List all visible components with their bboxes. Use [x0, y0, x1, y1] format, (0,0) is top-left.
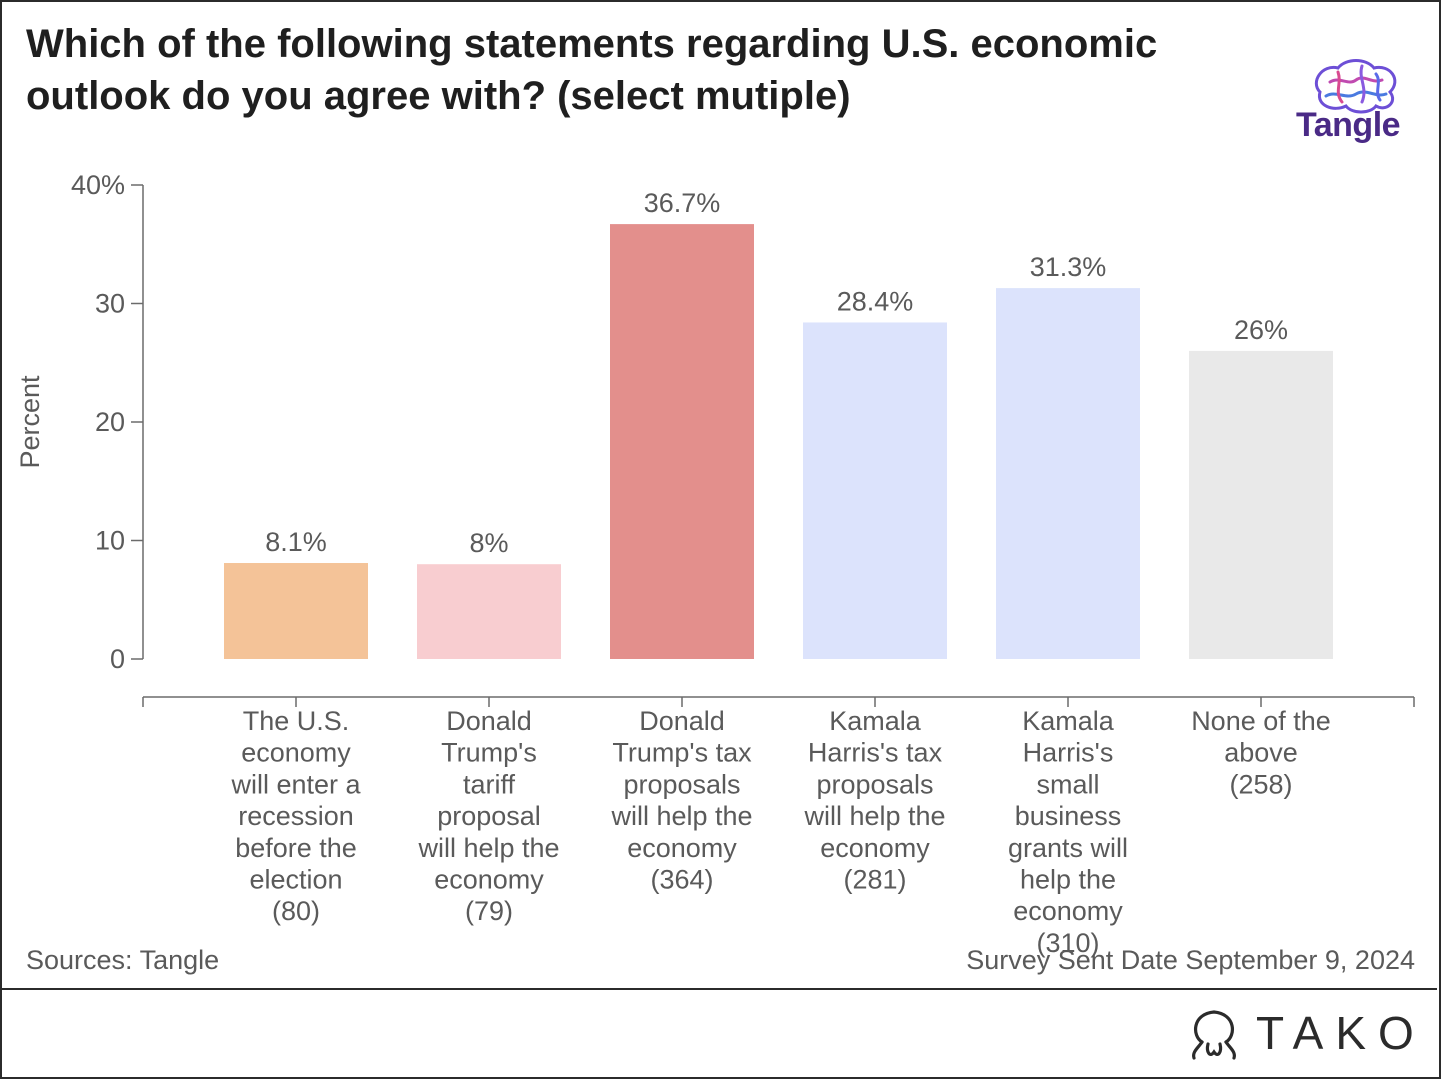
footer-divider [0, 988, 1437, 990]
bar-value-label: 8% [469, 528, 508, 558]
tako-octopus-icon [1192, 1010, 1236, 1060]
bar-value-label: 36.7% [644, 188, 721, 218]
x-tick-label: Kamala Harris's small business grants will he… [1008, 706, 1128, 958]
bar-value-label: 31.3% [1030, 252, 1107, 282]
tako-brand-text: TAKO [1256, 1007, 1426, 1059]
x-tick-label: None of the above (258) [1191, 706, 1331, 799]
y-tick-label: 40% [71, 170, 125, 200]
bar [996, 288, 1140, 659]
bar [224, 563, 368, 659]
source-note: Sources: Tangle [26, 945, 220, 975]
y-tick-label: 0 [110, 644, 125, 674]
bar [417, 564, 561, 659]
survey-date-note: Survey Sent Date September 9, 2024 [966, 945, 1415, 975]
y-axis-title: Percent [15, 375, 45, 469]
tangle-brain-icon [1314, 59, 1397, 114]
y-tick-label: 10 [95, 526, 125, 556]
x-tick-label: The U.S. economy will enter a recession befo… [230, 706, 361, 926]
bar [610, 224, 754, 660]
bar-value-label: 28.4% [837, 286, 914, 316]
bar-chart: 0 10 20 30 40% Percent 8.1% The U.S. economy will… [15, 170, 1415, 958]
y-tick-label: 30 [95, 289, 125, 319]
x-tick-label: Donald Trump's tariff proposal will help the… [417, 706, 559, 926]
chart-title: Which of the following statements regard… [26, 22, 1158, 118]
x-tick-label: Kamala Harris's tax proposals will help the… [803, 706, 945, 895]
bar-value-label: 8.1% [265, 527, 327, 557]
y-tick-label: 20 [95, 407, 125, 437]
tangle-logo-text: Tangle [1296, 106, 1401, 144]
bar-value-label: 26% [1234, 315, 1288, 345]
x-tick-label: Donald Trump's tax proposals will help the e… [610, 706, 752, 895]
bar [803, 322, 947, 659]
bar [1189, 350, 1333, 659]
